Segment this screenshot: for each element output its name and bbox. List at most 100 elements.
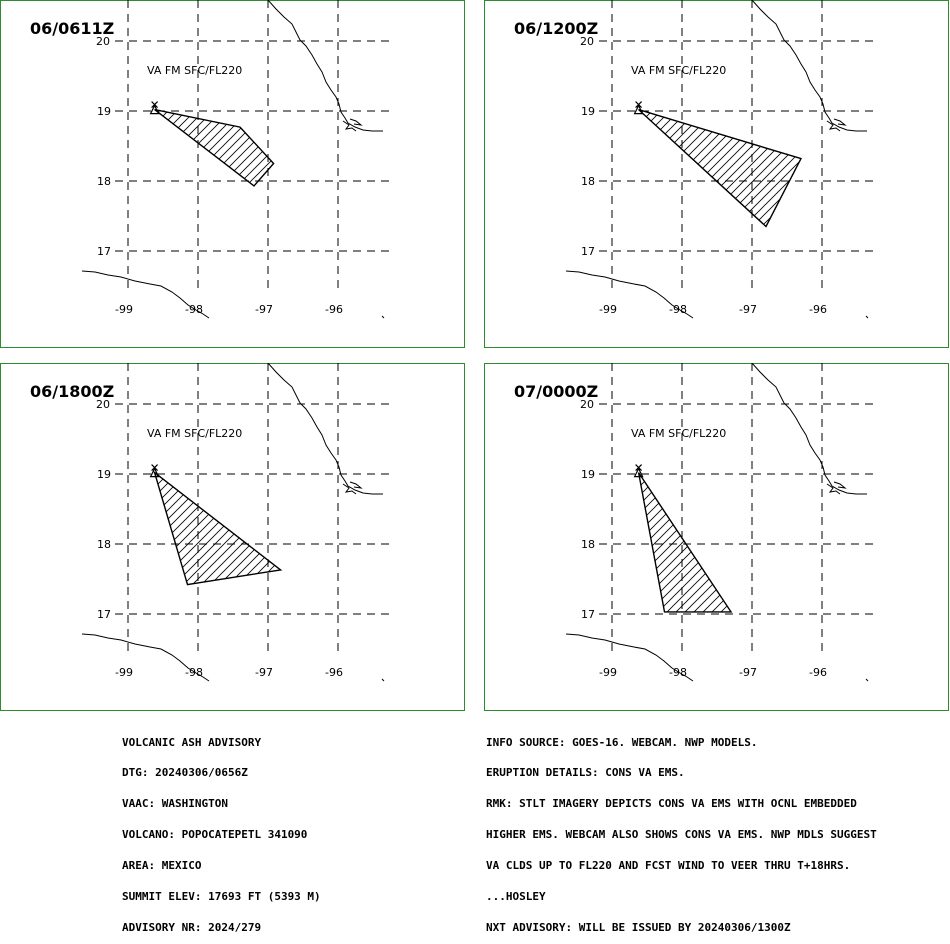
volcano-marker-icon (151, 101, 159, 109)
coastline (381, 678, 385, 682)
lon-tick-label: -97 (255, 303, 273, 316)
lat-tick-label: 18 (97, 538, 111, 551)
coastline (381, 315, 385, 319)
lon-tick-label: -97 (739, 303, 757, 316)
volcano-marker-icon (635, 464, 643, 472)
lon-tick-label: -96 (325, 303, 343, 316)
lon-tick-label: -98 (185, 666, 203, 679)
lat-tick-label: 17 (97, 245, 111, 258)
map-svg: 20 19 18 17 -99 -98 -97 -96 06/1800Z VA FM SFC/FL… (0, 363, 465, 711)
volcano-icon (149, 467, 160, 478)
lat-tick-label: 17 (581, 245, 595, 258)
advisory-remark-2: HIGHER EMS. WEBCAM ALSO SHOWS CONS VA EM… (486, 828, 877, 842)
coastline (81, 633, 210, 682)
coastline (267, 363, 383, 495)
lon-tick-label: -99 (115, 303, 133, 316)
advisory-next: NXT ADVISORY: WILL BE ISSUED BY 20240306… (486, 920, 791, 934)
lat-tick-label: 17 (97, 608, 111, 621)
ash-cloud-polygon (153, 470, 283, 586)
advisory-eruption-details: ERUPTION DETAILS: CONS VA EMS. (486, 766, 685, 780)
lon-tick-label: -96 (809, 666, 827, 679)
lat-tick-label: 19 (97, 468, 111, 481)
advisory-info-right: INFO SOURCE: GOES-16. WEBCAM. NWP MODELS… (486, 717, 877, 944)
volcano-icon (633, 467, 644, 478)
advisory-area: AREA: MEXICO (122, 859, 202, 873)
map-panel-2: 20 19 18 17 -99 -98 -97 -96 06/1200Z VA FM SFC/FL… (484, 0, 949, 348)
panel-label: VA FM SFC/FL220 (147, 427, 242, 440)
panel-frame (0, 0, 465, 348)
lon-tick-label: -96 (809, 303, 827, 316)
map-svg: 20 19 18 17 -99 -98 -97 -96 06/1200Z VA FM SFC/FL… (484, 0, 949, 348)
lat-tick-label: 20 (96, 398, 110, 411)
panel-frame (0, 363, 465, 711)
lat-tick-label: 19 (581, 105, 595, 118)
panel-label: VA FM SFC/FL220 (631, 64, 726, 77)
advisory-info-source: INFO SOURCE: GOES-16. WEBCAM. NWP MODELS… (486, 735, 758, 749)
lon-tick-label: -97 (255, 666, 273, 679)
advisory-number: ADVISORY NR: 2024/279 (122, 920, 262, 934)
volcano-marker-icon (635, 101, 643, 109)
lon-tick-label: -99 (599, 303, 617, 316)
coastline (267, 0, 383, 132)
volcano-marker-icon (151, 464, 159, 472)
coastline (833, 481, 847, 489)
lon-tick-label: -98 (669, 303, 687, 316)
panel-title: 06/1200Z (514, 19, 598, 38)
panel-label: VA FM SFC/FL220 (631, 427, 726, 440)
ash-cloud-polygon (638, 108, 803, 228)
ash-cloud-polygon (637, 472, 733, 613)
advisory-info-left: VOLCANIC ASH ADVISORY DTG: 20240306/0656… (122, 717, 321, 944)
lat-tick-label: 20 (96, 35, 110, 48)
coastline (342, 483, 357, 495)
panel-title: 06/1800Z (30, 382, 114, 401)
map-svg: 20 19 18 17 -99 -98 -97 -96 06/0611Z VA FM SFC/FL… (0, 0, 465, 348)
lon-tick-label: -97 (739, 666, 757, 679)
advisory-title: VOLCANIC ASH ADVISORY (122, 735, 262, 749)
lat-tick-label: 20 (580, 398, 594, 411)
coastline (751, 0, 867, 132)
lon-tick-label: -99 (115, 666, 133, 679)
coastline (349, 118, 363, 126)
coastline (833, 118, 847, 126)
map-panel-4: 20 19 18 17 -99 -98 -97 -96 07/0000Z VA FM SFC/FL… (484, 363, 949, 711)
coastline (349, 481, 363, 489)
advisory-dtg: DTG: 20240306/0656Z (122, 766, 248, 780)
coastline (342, 120, 357, 132)
map-svg: 20 19 18 17 -99 -98 -97 -96 07/0000Z VA FM SFC/FL… (484, 363, 949, 711)
advisory-vaac: VAAC: WASHINGTON (122, 797, 228, 811)
panel-frame (484, 363, 949, 711)
coastline (565, 270, 694, 319)
map-panel-3: 20 19 18 17 -99 -98 -97 -96 06/1800Z VA FM SFC/FL… (0, 363, 465, 711)
lon-tick-label: -98 (185, 303, 203, 316)
coastline (826, 483, 841, 495)
lon-tick-label: -98 (669, 666, 687, 679)
lat-tick-label: 18 (581, 175, 595, 188)
lon-tick-label: -96 (325, 666, 343, 679)
volcano-icon (633, 104, 644, 115)
panel-label: VA FM SFC/FL220 (147, 64, 242, 77)
coastline (865, 315, 869, 319)
lat-tick-label: 17 (581, 608, 595, 621)
panel-frame (484, 0, 949, 348)
coastline (826, 120, 841, 132)
coastline (865, 678, 869, 682)
lat-tick-label: 20 (580, 35, 594, 48)
advisory-remark-1: RMK: STLT IMAGERY DEPICTS CONS VA EMS WI… (486, 797, 857, 811)
lat-tick-label: 18 (581, 538, 595, 551)
advisory-volcano: VOLCANO: POPOCATEPETL 341090 (122, 828, 308, 842)
lat-tick-label: 19 (97, 105, 111, 118)
advisory-author: ...HOSLEY (486, 890, 546, 904)
lon-tick-label: -99 (599, 666, 617, 679)
ash-cloud-polygon (154, 108, 275, 187)
coastline (751, 363, 867, 495)
coastline (81, 270, 210, 319)
lat-tick-label: 19 (581, 468, 595, 481)
volcano-icon (149, 104, 160, 115)
coastline (565, 633, 694, 682)
panel-title: 07/0000Z (514, 382, 598, 401)
map-panel-1: 20 19 18 17 -99 -98 -97 -96 06/0611Z VA FM SFC/FL… (0, 0, 465, 348)
lat-tick-label: 18 (97, 175, 111, 188)
panel-title: 06/0611Z (30, 19, 114, 38)
advisory-summit-elev: SUMMIT ELEV: 17693 FT (5393 M) (122, 890, 321, 904)
advisory-remark-3: VA CLDS UP TO FL220 AND FCST WIND TO VEE… (486, 859, 851, 873)
